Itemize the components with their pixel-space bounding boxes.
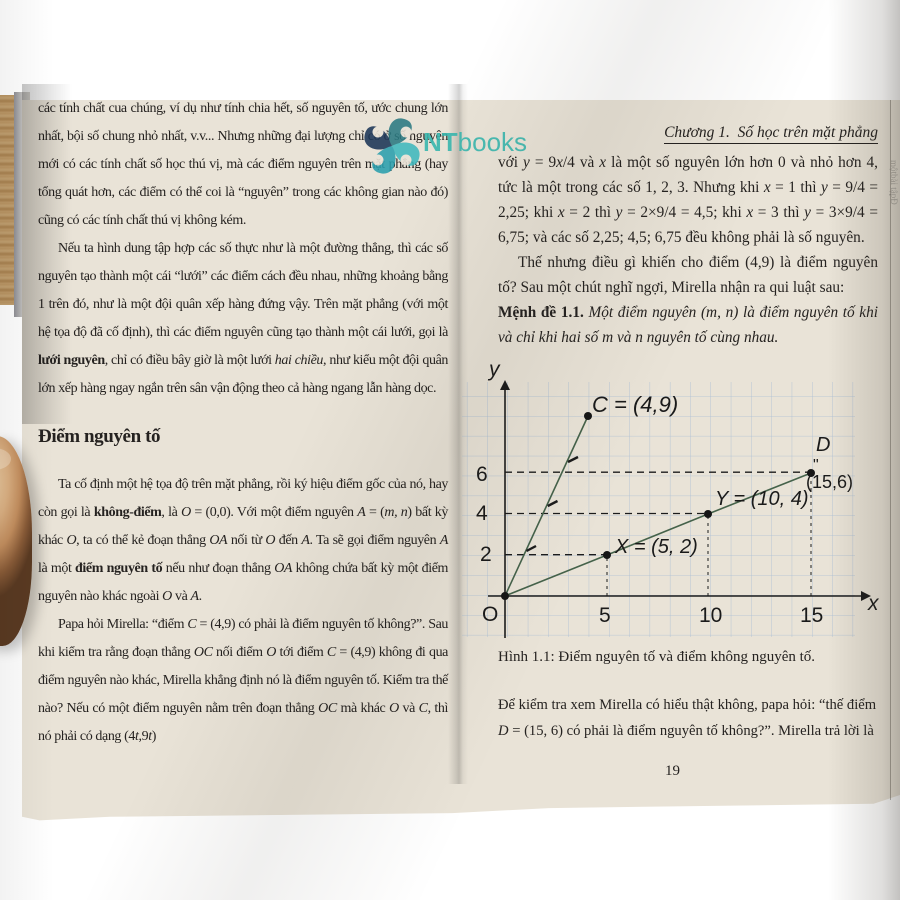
svg-text:(15,6): (15,6) — [806, 472, 853, 492]
svg-text:5: 5 — [599, 604, 611, 627]
svg-text:6: 6 — [476, 463, 488, 486]
svg-text:X = (5, 2): X = (5, 2) — [614, 536, 698, 558]
svg-text:D: D — [816, 434, 830, 456]
svg-text:4: 4 — [476, 502, 488, 525]
svg-text:O: O — [482, 603, 498, 626]
svg-text:C = (4,9): C = (4,9) — [592, 392, 678, 417]
svg-text:2: 2 — [480, 543, 492, 566]
svg-text:x: x — [867, 592, 880, 615]
svg-text:y: y — [487, 358, 501, 381]
svg-text:Y = (10, 4): Y = (10, 4) — [715, 488, 809, 510]
svg-text:10: 10 — [699, 604, 722, 627]
svg-text:15: 15 — [800, 604, 823, 627]
